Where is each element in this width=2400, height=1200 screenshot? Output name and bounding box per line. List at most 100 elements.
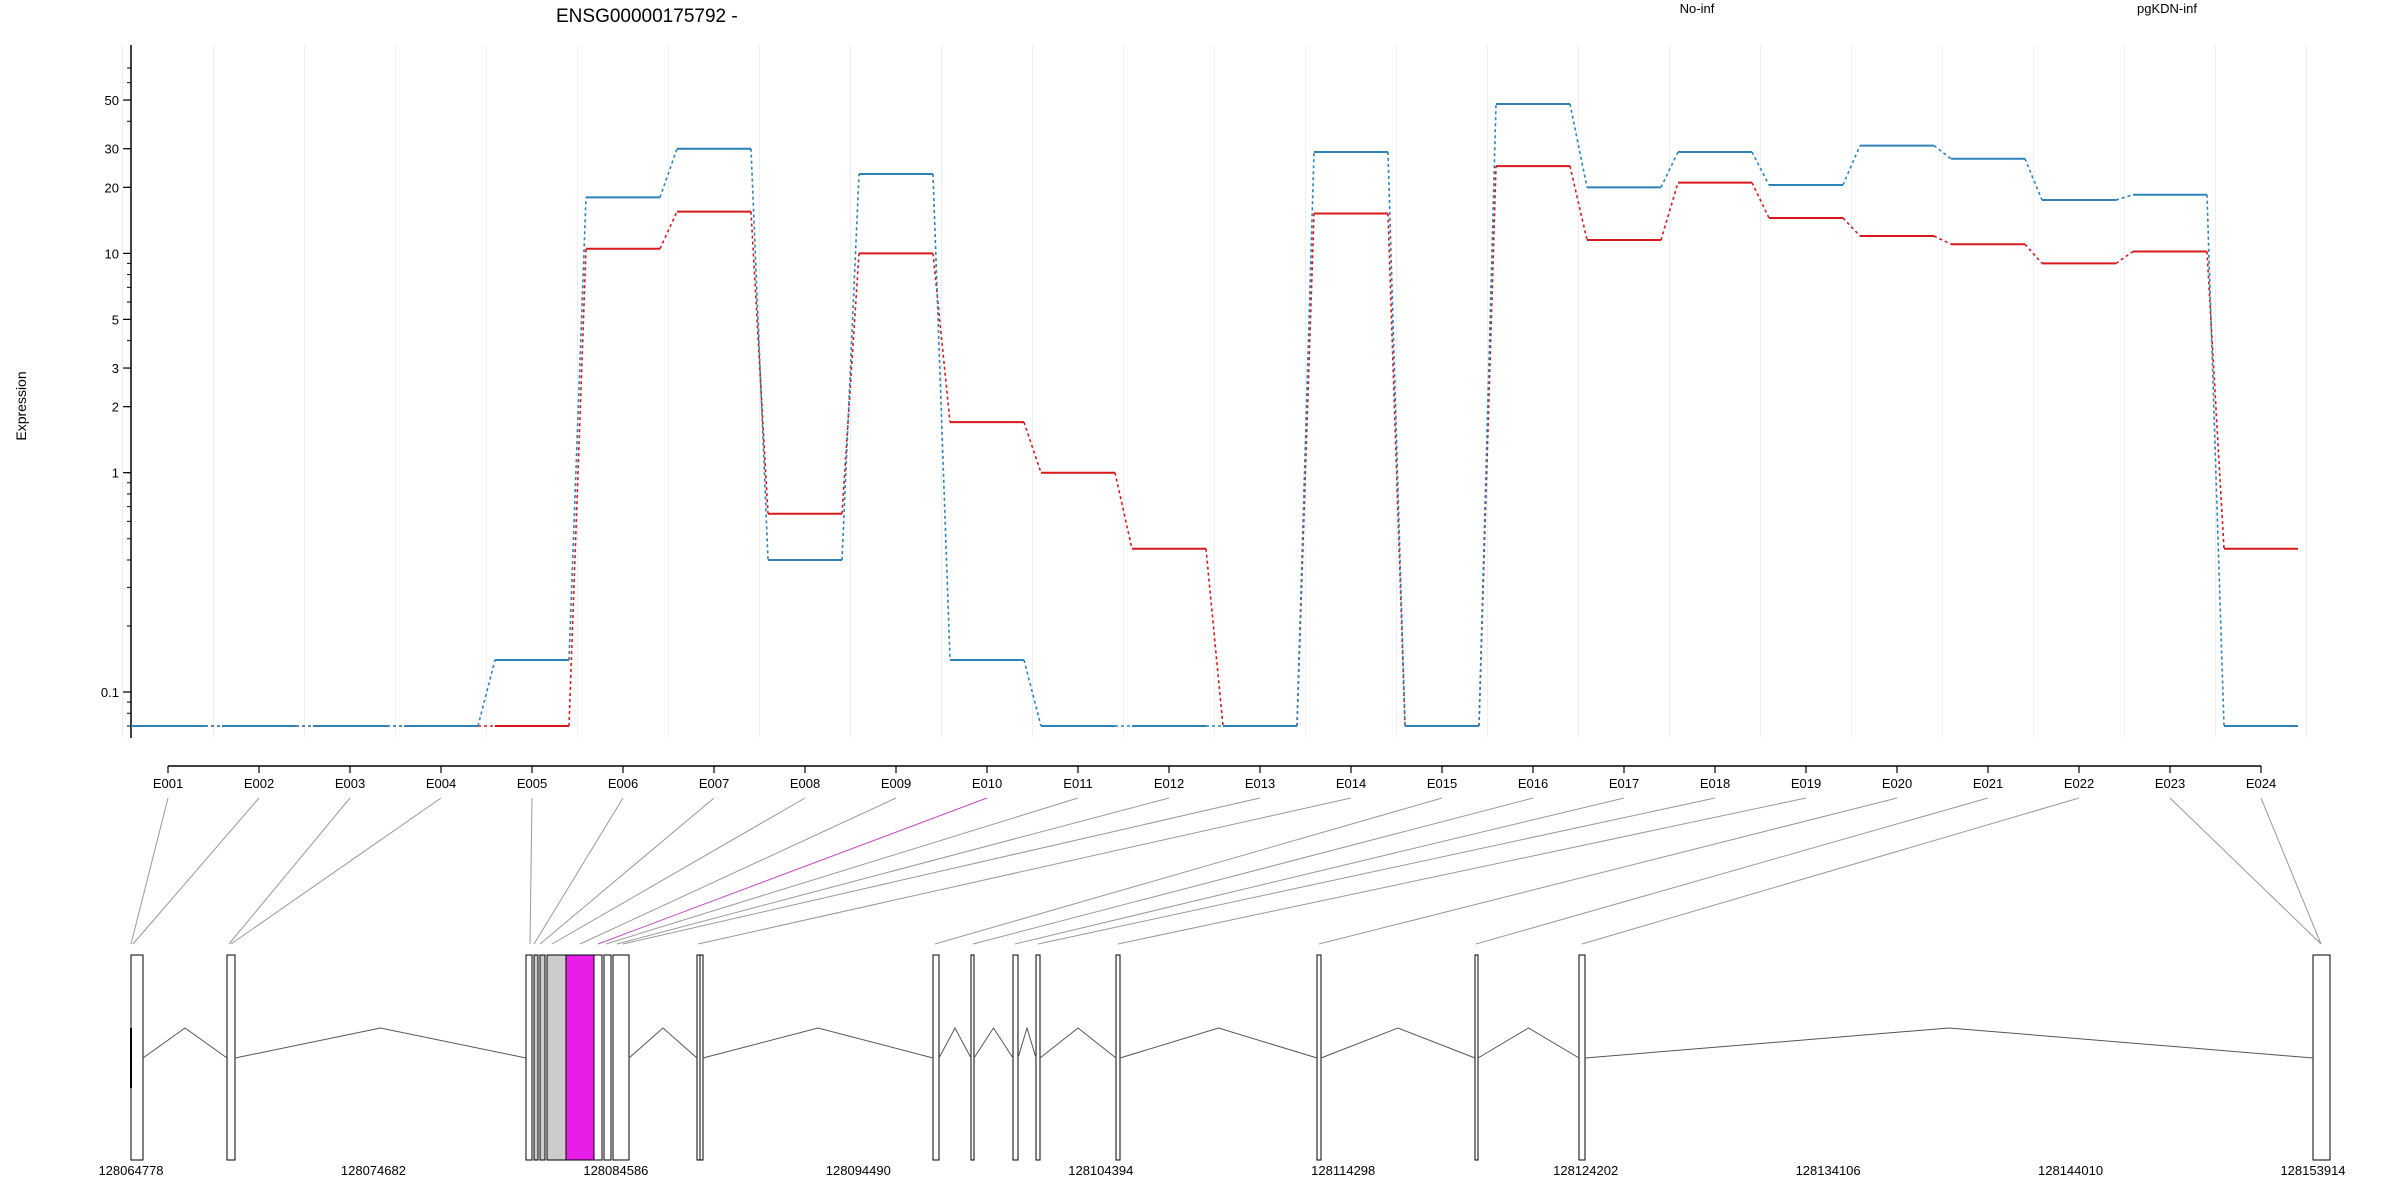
exon-connector (622, 797, 1261, 945)
series-transition (1751, 182, 1770, 219)
x-tick-label: E013 (1245, 776, 1275, 791)
legend-no-inf: No-inf (1680, 1, 1715, 16)
exon-connector (228, 797, 351, 945)
x-tick-label: E019 (1791, 776, 1821, 791)
intron-line (1320, 1027, 1476, 1059)
series-transition (2115, 193, 2134, 201)
genomic-tick-label: 128074682 (341, 1163, 406, 1178)
series-transition (1569, 103, 1588, 188)
intron-line (702, 1027, 934, 1059)
grid-lines (122, 45, 2307, 738)
y-tick-label: 0.1 (101, 685, 119, 700)
series-transition (1023, 659, 1042, 727)
exon-block (1316, 954, 1322, 1161)
x-tick-label: E003 (335, 776, 365, 791)
exon-block (2312, 954, 2331, 1161)
x-tick-label: E022 (2064, 776, 2094, 791)
exon-block (970, 954, 975, 1161)
exon-connector (2260, 797, 2322, 945)
genomic-tick-label: 128114298 (1311, 1163, 1375, 1178)
exon-connector (1037, 797, 1716, 945)
exon-connector (1117, 797, 1807, 945)
genomic-tick-label: 128124202 (1553, 1163, 1618, 1178)
x-tick-label: E018 (1700, 776, 1730, 791)
intron-line (1119, 1027, 1318, 1059)
chart-title: ENSG00000175792 - (556, 6, 738, 27)
exon-connector (539, 797, 715, 945)
series-transition (2024, 243, 2043, 264)
series-transition (1569, 165, 1588, 241)
exon-connector (132, 797, 260, 945)
x-tick-label: E021 (1973, 776, 2003, 791)
intron-line (1584, 1027, 2314, 1059)
series-transition (1751, 151, 1770, 186)
genomic-position-ticks: 128064778 128074682 128084586 128094490 1281… (98, 1163, 2345, 1178)
series-transition (477, 659, 496, 727)
x-tick-label: E015 (1427, 776, 1457, 791)
x-tick-label: E009 (881, 776, 911, 791)
x-tick-label: E024 (2246, 776, 2276, 791)
x-tick-label: E007 (699, 776, 729, 791)
axes: 0.1 1 2 3 5 10 20 30 50 E001 E002 E003 E004 E005 E006 E… (101, 45, 2276, 791)
x-tick-label: E004 (426, 776, 456, 791)
series-transition (1023, 421, 1042, 473)
intron-line (628, 1027, 698, 1059)
intron-line (142, 1027, 228, 1059)
series-pgkdn-inf (131, 102, 2298, 727)
genomic-tick-label: 128094490 (826, 1163, 891, 1178)
x-tick-label: E002 (244, 776, 274, 791)
genomic-tick-label: 128064778 (98, 1163, 163, 1178)
genomic-tick-label: 128153914 (2280, 1163, 2345, 1178)
exon-connector (579, 797, 897, 945)
exon-connector (529, 797, 533, 945)
exon-block (699, 954, 704, 1161)
x-tick-label: E020 (1882, 776, 1912, 791)
series-transition (2024, 158, 2043, 201)
y-tick-label: 50 (105, 93, 119, 108)
y-tick-label: 10 (105, 246, 119, 261)
intron-line (1039, 1027, 1117, 1059)
exon-connector (616, 797, 1170, 945)
exon-connector (605, 797, 1079, 945)
series-transition (1660, 151, 1679, 188)
y-tick-label: 1 (112, 466, 119, 481)
genomic-tick-label: 128144010 (2038, 1163, 2103, 1178)
x-tick-label: E011 (1063, 776, 1092, 791)
exon-connector (130, 797, 169, 945)
exon-block (226, 954, 236, 1161)
intron-line (973, 1027, 1014, 1059)
x-tick-label: E023 (2155, 776, 2185, 791)
series-transition (1114, 472, 1133, 549)
gene-model (130, 954, 2331, 1161)
exon-block (130, 954, 144, 1161)
exon-connector (1014, 797, 1625, 945)
series-transition (932, 253, 951, 423)
intron-line (938, 1026, 972, 1059)
exon-block (612, 954, 630, 1161)
exon-block (603, 954, 612, 1161)
exon-block (932, 954, 940, 1161)
exon-connector (597, 797, 988, 945)
exon-block (565, 954, 595, 1161)
intron-line (1017, 1026, 1037, 1059)
y-tick-label: 20 (105, 180, 119, 195)
series-transition (1660, 182, 1679, 241)
x-tick-label: E001 (153, 776, 183, 791)
series-transition (2206, 251, 2225, 549)
exon-block (1012, 954, 1019, 1161)
series-transition (568, 197, 587, 661)
series-transition (1478, 103, 1497, 727)
y-tick-label: 5 (112, 312, 119, 327)
y-axis-label: Expression (13, 371, 29, 440)
exon-block (593, 954, 603, 1161)
series-transition (659, 211, 678, 250)
x-tick-label: E016 (1518, 776, 1548, 791)
exon-connector (1581, 797, 2080, 945)
exon-block (533, 954, 539, 1161)
exon-connector (230, 797, 442, 945)
series-transition (1842, 217, 1861, 237)
x-tick-label: E012 (1154, 776, 1184, 791)
x-tick-label: E005 (517, 776, 547, 791)
exon-connector (2169, 797, 2322, 945)
